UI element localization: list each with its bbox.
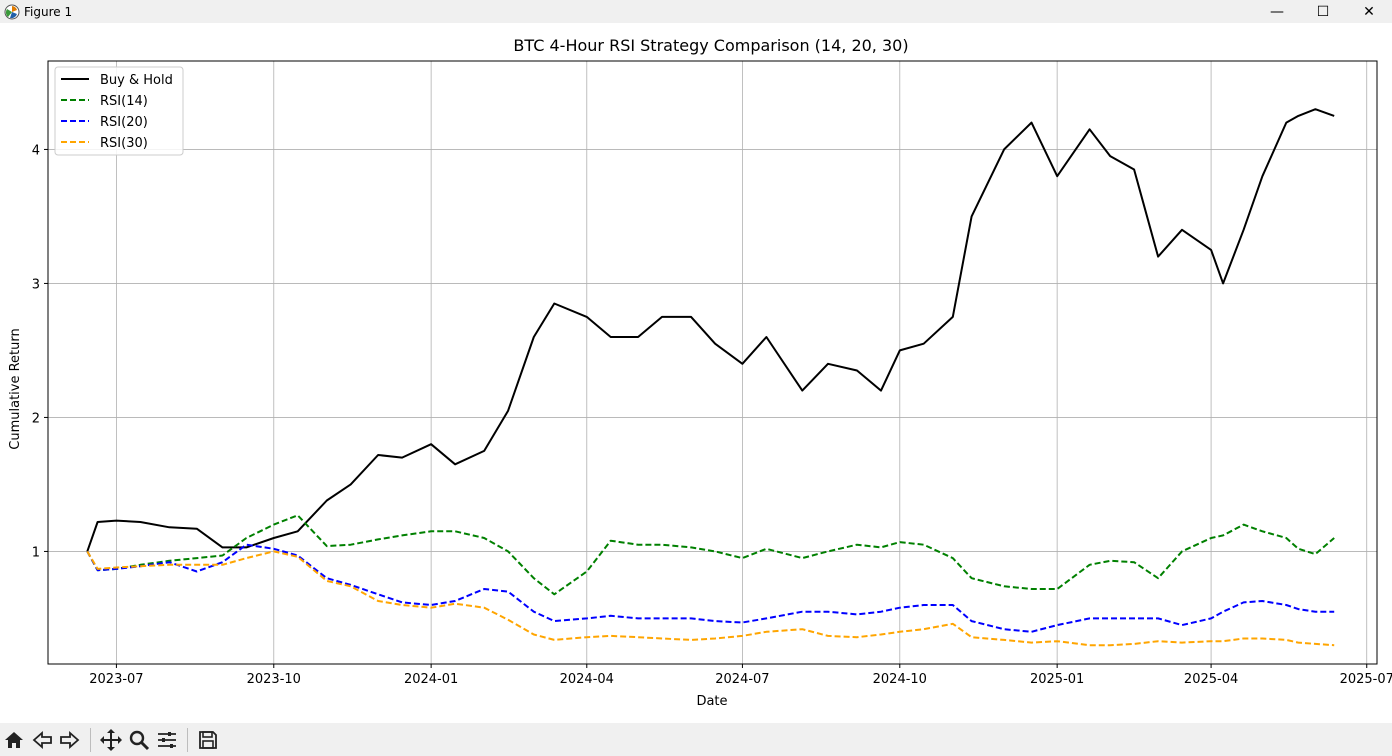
series-line-rsi-30 [86,550,1335,647]
y-tick-label: 4 [32,143,40,158]
figure-canvas[interactable]: BTC 4-Hour RSI Strategy Comparison (14, … [0,23,1392,723]
x-tick-label: 2024-07 [715,672,769,687]
matplotlib-app-icon [4,4,20,20]
configure-icon[interactable] [153,726,181,754]
legend-box [54,66,184,156]
maximize-button[interactable]: ☐ [1316,3,1330,20]
grid-layer [48,61,1377,664]
x-tick-label: 2025-07 [1340,672,1392,687]
forward-icon[interactable] [56,726,84,754]
x-tick-label: 2025-04 [1184,672,1238,687]
axes-frame [47,60,1378,665]
y-tick-label: 1 [32,545,40,560]
y-axis-label: Cumulative Return [8,328,23,449]
legend: Buy & Hold RSI(14) RSI(20) RSI(30) [54,66,184,156]
close-button[interactable]: ✕ [1363,3,1375,20]
series-line-buy-hold [86,108,1335,552]
series-line-rsi-14 [86,514,1335,596]
home-icon[interactable] [0,726,28,754]
x-tick-label: 2024-10 [873,672,927,687]
x-tick-label: 2023-10 [247,672,301,687]
x-tick-label: 2023-07 [89,672,143,687]
y-tick-label: 3 [32,277,40,292]
x-tick-label: 2024-04 [560,672,614,687]
legend-entry-label: RSI(30) [100,136,148,151]
save-icon[interactable] [194,726,222,754]
back-icon[interactable] [28,726,56,754]
window-titlebar: Figure 1 — ☐ ✕ [0,0,1392,23]
toolbar-separator [187,727,188,752]
window-title: Figure 1 [24,4,73,19]
chart-svg[interactable]: BTC 4-Hour RSI Strategy Comparison (14, … [0,23,1392,723]
minimize-button[interactable]: — [1270,3,1284,20]
y-tick-label: 2 [32,411,40,426]
toolbar-separator [90,727,91,752]
x-tick-label: 2024-01 [404,672,458,687]
x-tick-label: 2025-01 [1030,672,1084,687]
navigation-toolbar [0,723,1392,756]
zoom-icon[interactable] [125,726,153,754]
legend-entry-label: RSI(20) [100,115,148,130]
legend-entry-label: RSI(14) [100,94,148,109]
legend-entry-label: Buy & Hold [100,73,173,88]
x-axis-label: Date [696,694,727,709]
pan-icon[interactable] [97,726,125,754]
series-line-rsi-20 [86,543,1335,633]
tick-layer: 2023-07 2023-10 2024-01 2024-04 2024-07 2024-… [32,143,1392,687]
series-layer [86,108,1335,647]
chart-title: BTC 4-Hour RSI Strategy Comparison (14, … [513,36,908,55]
window-controls: — ☐ ✕ [1254,0,1392,23]
